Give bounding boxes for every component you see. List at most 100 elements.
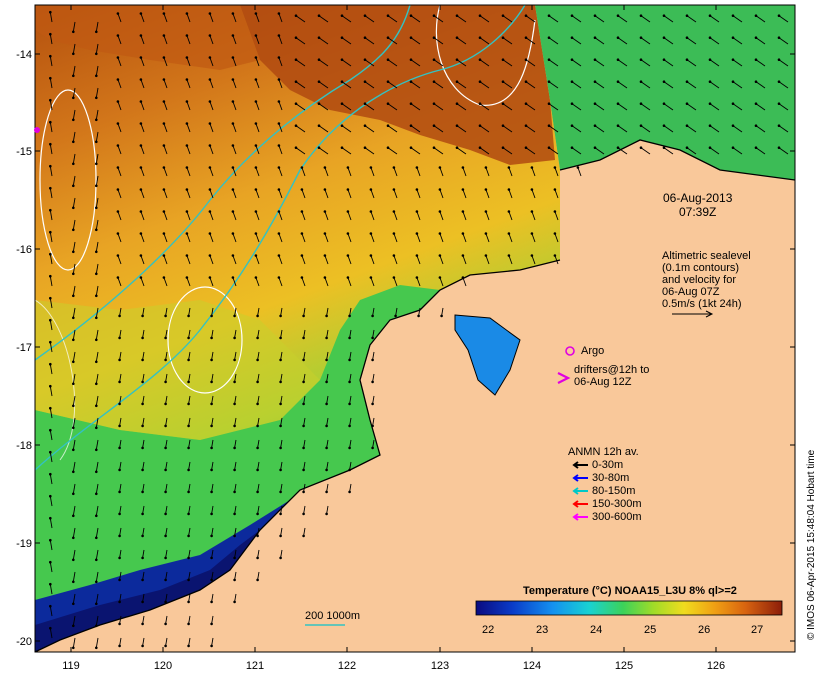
velocity-arrow-head — [409, 146, 413, 149]
velocity-arrow — [617, 103, 628, 111]
lon-tick-label: 125 — [614, 660, 634, 672]
velocity-arrow-head — [95, 294, 98, 298]
velocity-arrow — [410, 15, 421, 23]
velocity-arrow-head — [777, 102, 781, 105]
velocity-arrow-head — [570, 146, 574, 149]
velocity-arrow — [410, 125, 421, 133]
velocity-arrow-head — [348, 424, 351, 428]
velocity-arrow-head — [162, 188, 166, 191]
velocity-arrow — [349, 373, 352, 382]
velocity-arrow — [525, 59, 536, 67]
velocity-arrow-head — [639, 58, 643, 61]
velocity-arrow — [209, 277, 214, 287]
velocity-arrow — [755, 15, 766, 23]
velocity-arrow — [188, 461, 191, 470]
velocity-arrow-head — [501, 102, 505, 105]
velocity-arrow — [508, 255, 513, 265]
velocity-arrow-head — [754, 102, 758, 105]
velocity-arrow-head — [116, 122, 120, 125]
velocity-arrow — [686, 125, 697, 133]
velocity-arrow-head — [72, 580, 75, 584]
velocity-arrow-head — [210, 556, 213, 560]
velocity-arrow-head — [294, 36, 298, 39]
velocity-arrow — [209, 255, 214, 265]
velocity-arrow-head — [501, 36, 505, 39]
velocity-arrow-head — [256, 534, 259, 538]
velocity-arrow-head — [72, 228, 75, 232]
velocity-arrow — [525, 147, 536, 155]
velocity-arrow — [456, 147, 467, 155]
velocity-arrow — [278, 211, 283, 221]
velocity-arrow-head — [302, 468, 305, 472]
velocity-arrow-head — [72, 448, 75, 452]
velocity-arrow-head — [386, 80, 390, 83]
velocity-arrow-head — [302, 314, 305, 318]
velocity-arrow-head — [484, 188, 488, 191]
velocity-arrow — [663, 59, 674, 67]
velocity-arrow-head — [371, 380, 374, 384]
lon-tick-label: 124 — [522, 660, 542, 672]
velocity-arrow-head — [302, 512, 305, 516]
velocity-arrow-head — [478, 58, 482, 61]
velocity-arrow — [119, 615, 122, 624]
velocity-arrow-head — [254, 100, 258, 103]
velocity-arrow-head — [432, 58, 436, 61]
velocity-arrow-head — [432, 146, 436, 149]
velocity-arrow — [303, 351, 306, 360]
velocity-arrow-head — [187, 600, 190, 604]
velocity-arrow — [140, 101, 145, 111]
velocity-arrow — [49, 518, 53, 529]
velocity-arrow — [165, 461, 168, 470]
velocity-arrow-head — [685, 124, 689, 127]
velocity-arrow — [186, 189, 191, 199]
velocity-arrow-head — [231, 56, 235, 59]
velocity-arrow-head — [754, 146, 758, 149]
velocity-arrow — [163, 57, 168, 67]
velocity-arrow-head — [95, 492, 98, 496]
velocity-arrow — [163, 189, 168, 199]
velocity-arrow-head — [386, 124, 390, 127]
velocity-arrow — [318, 15, 329, 23]
velocity-arrow — [234, 439, 237, 448]
velocity-arrow-head — [346, 166, 350, 169]
velocity-arrow — [72, 241, 76, 252]
velocity-arrow-head — [185, 78, 189, 81]
velocity-arrow — [393, 167, 398, 177]
velocity-arrow-head — [49, 142, 52, 146]
plot-frame — [34, 4, 796, 653]
velocity-arrow-head — [392, 210, 396, 213]
velocity-arrow-head — [141, 424, 144, 428]
velocity-arrow-head — [317, 14, 321, 17]
velocity-arrow — [341, 81, 352, 89]
velocity-arrow — [163, 167, 168, 177]
velocity-arrow — [370, 233, 375, 243]
velocity-arrow — [49, 628, 53, 639]
velocity-arrow-head — [72, 624, 75, 628]
anmn-legend-label: 150-300m — [592, 498, 642, 510]
velocity-arrow-head — [455, 102, 459, 105]
velocity-arrow-head — [233, 358, 236, 362]
velocity-arrow — [594, 103, 605, 111]
velocity-arrow — [326, 417, 329, 426]
velocity-arrow — [140, 189, 145, 199]
velocity-arrow-head — [708, 80, 712, 83]
velocity-arrow — [142, 527, 145, 536]
velocity-arrow-head — [72, 294, 75, 298]
land — [35, 140, 795, 652]
velocity-arrow — [485, 211, 490, 221]
velocity-arrow — [433, 15, 444, 23]
velocity-arrow — [188, 505, 191, 514]
velocity-arrow — [255, 145, 260, 155]
velocity-arrow-head — [593, 36, 597, 39]
velocity-arrow-head — [164, 534, 167, 538]
velocity-arrow — [232, 167, 237, 177]
velocity-arrow — [186, 145, 191, 155]
velocity-arrow-head — [210, 402, 213, 406]
velocity-arrow-head — [139, 276, 143, 279]
velocity-arrow-head — [417, 314, 420, 318]
velocity-arrow — [140, 79, 145, 89]
velocity-arrow-head — [139, 232, 143, 235]
velocity-arrow-head — [547, 36, 551, 39]
velocity-arrow-head — [139, 254, 143, 257]
velocity-arrow-head — [363, 124, 367, 127]
